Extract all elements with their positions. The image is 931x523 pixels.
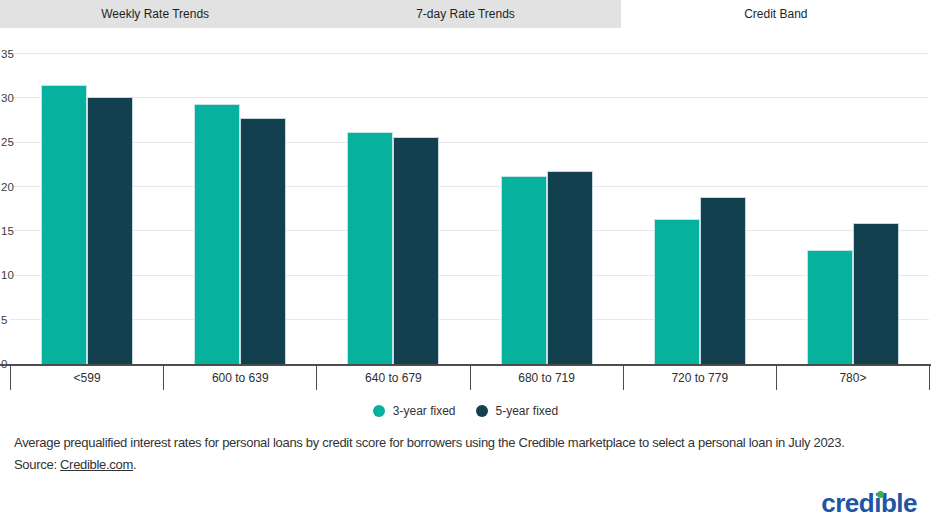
bar-3-year-fixed-1	[41, 85, 87, 364]
bar-5-year-fixed-4	[547, 171, 593, 364]
tab-weekly-rate-trends[interactable]: Weekly Rate Trends	[0, 0, 310, 28]
plot-area	[10, 28, 930, 364]
bar-group	[470, 28, 623, 364]
source-label: Source:	[14, 457, 60, 472]
x-tick-label: 640 to 679	[316, 366, 469, 390]
x-axis-labels: <599600 to 639640 to 679680 to 719720 to…	[10, 366, 930, 390]
credible-link[interactable]: Credible.com	[60, 457, 133, 472]
tab-bar: Weekly Rate Trends 7-day Rate Trends Cre…	[0, 0, 931, 28]
credible-rates-widget: Weekly Rate Trends 7-day Rate Trends Cre…	[0, 0, 931, 523]
bar-3-year-fixed-5	[654, 219, 700, 364]
bar-group	[10, 28, 163, 364]
legend-label: 5-year fixed	[496, 404, 559, 418]
legend-label: 3-year fixed	[393, 404, 456, 418]
bar-3-year-fixed-2	[194, 104, 240, 364]
chart-legend: 3-year fixed 5-year fixed	[0, 403, 931, 419]
bar-5-year-fixed-1	[87, 97, 133, 364]
x-tick-label: 780>	[776, 366, 930, 390]
bar-3-year-fixed-4	[501, 176, 547, 364]
tab-credit-band[interactable]: Credit Band	[621, 0, 931, 28]
y-tick-label: 5	[1, 313, 7, 327]
credible-logo: credible	[821, 489, 917, 517]
legend-dot-3-year-icon	[373, 405, 385, 417]
bar-group	[163, 28, 316, 364]
bar-chart: 05101520253035 <599600 to 639640 to 6796…	[0, 28, 931, 394]
bar-group	[317, 28, 470, 364]
bar-5-year-fixed-2	[240, 118, 286, 364]
bar-5-year-fixed-6	[853, 223, 899, 364]
tab-7-day-rate-trends[interactable]: 7-day Rate Trends	[310, 0, 620, 28]
chart-caption: Average prequalified interest rates for …	[14, 432, 917, 476]
bar-5-year-fixed-3	[393, 137, 439, 364]
bar-5-year-fixed-5	[700, 197, 746, 364]
bar-3-year-fixed-6	[807, 250, 853, 364]
credible-logo-text: credible	[821, 488, 917, 518]
x-tick-label: 680 to 719	[470, 366, 623, 390]
legend-item-5-year-fixed[interactable]: 5-year fixed	[476, 404, 559, 418]
x-tick-label: 720 to 779	[623, 366, 776, 390]
bar-group	[623, 28, 776, 364]
bar-3-year-fixed-3	[347, 132, 393, 364]
x-tick-label: <599	[10, 366, 163, 390]
legend-item-3-year-fixed[interactable]: 3-year fixed	[373, 404, 456, 418]
x-tick-label: 600 to 639	[163, 366, 316, 390]
source-period: .	[133, 457, 136, 472]
caption-text: Average prequalified interest rates for …	[14, 432, 917, 454]
caption-source: Source: Credible.com.	[14, 454, 917, 476]
legend-dot-5-year-icon	[476, 405, 488, 417]
bar-group	[777, 28, 930, 364]
logo-green-dot-icon	[877, 491, 884, 498]
